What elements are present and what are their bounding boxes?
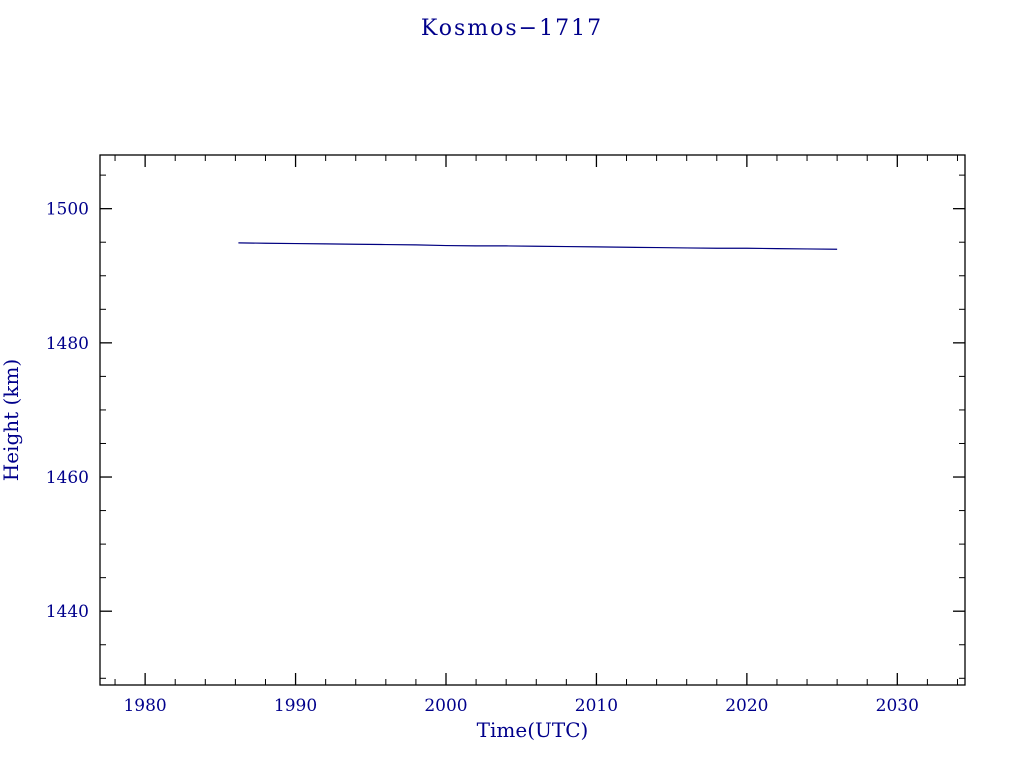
x-tick-label: 2010 xyxy=(575,696,618,716)
x-tick-label: 2030 xyxy=(876,696,919,716)
x-tick-label: 1990 xyxy=(274,696,317,716)
chart-title: Kosmos−1717 xyxy=(420,16,604,41)
x-tick-label: 2020 xyxy=(725,696,768,716)
x-tick-label: 1980 xyxy=(123,696,166,716)
data-line-height xyxy=(238,242,838,250)
y-tick-label: 1460 xyxy=(46,468,89,488)
y-tick-label: 1500 xyxy=(46,200,89,220)
x-axis-label: Time(UTC) xyxy=(477,718,589,742)
x-tick-label: 2000 xyxy=(424,696,467,716)
axis-box xyxy=(99,154,966,686)
y-tick-label: 1440 xyxy=(46,602,89,622)
y-tick-label: 1480 xyxy=(46,334,89,354)
y-axis-label: Height (km) xyxy=(0,359,23,481)
